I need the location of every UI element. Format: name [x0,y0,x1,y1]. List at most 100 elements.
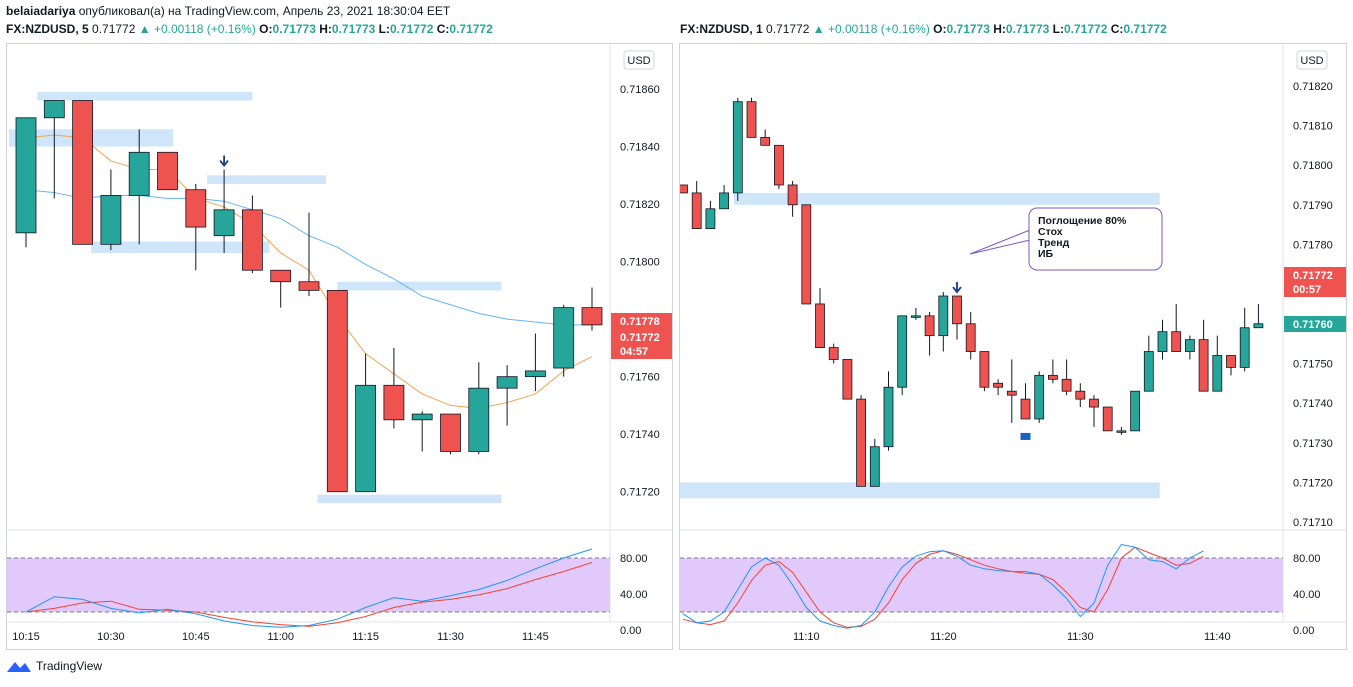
right-candle-body-12 [842,359,853,400]
right-chart-svg[interactable]: USD 0.71820 0.71810 0.71800 0.71790 0.71780 0.… [680,44,1346,649]
right-candle-body-32 [1116,430,1127,433]
left-osc-tick-2: 0.00 [620,625,641,637]
right-candle-body-24 [1006,390,1017,396]
right-candle-body-26 [1034,374,1045,420]
right-candle-body-20 [952,295,962,325]
right-candle-body-35 [1157,331,1168,352]
right-candle-body-28 [1061,378,1072,392]
right-candle-body-14 [869,446,880,487]
left-change: ▲ +0.00118 (+0.16%) [138,22,256,36]
left-candle-body-5 [157,151,178,191]
right-candle-body-21 [965,323,976,352]
left-osc-band [7,558,610,612]
annotation-pointer [969,229,1031,255]
tradingview-footer[interactable]: TradingView [6,659,102,673]
left-candle-body-1 [43,100,65,119]
left-x-tick-5: 11:30 [437,631,464,643]
right-y-tick-0: 0.71820 [1293,81,1333,93]
left-h-label: H: [319,22,332,36]
left-y-tick-4: 0.71760 [620,372,660,384]
right-o-value: 0.71773 [946,22,990,36]
left-chart-panel[interactable]: USD 0.71860 0.71840 0.71820 0.71800 0.71760 0.… [6,43,673,650]
left-price-label-box-1 [611,329,672,345]
right-o-label: O: [933,22,947,36]
right-candle-body-13 [856,398,867,487]
left-zone-2 [207,175,326,184]
left-osc-tick-1: 40.00 [620,589,648,601]
right-osc-tick-0: 80.00 [1293,553,1321,565]
left-y-tick-2: 0.71820 [620,199,660,211]
right-candle-body-18 [924,315,935,337]
right-y-tick-8: 0.71720 [1293,477,1333,489]
right-candle-body-31 [1102,406,1113,432]
left-stoch-d-line [25,562,593,627]
left-c-label: C: [436,22,450,36]
right-price-label-0: 0.71772 [1293,270,1333,282]
right-last: 0.71772 [766,22,810,36]
right-candle-body-25 [1020,398,1031,420]
left-candle-body-19 [553,307,575,369]
tradingview-brand: TradingView [36,659,103,673]
right-osc-tick-2: 0.00 [1293,625,1314,637]
right-currency-box [1296,50,1328,70]
right-candle-body-23 [993,382,1004,388]
right-symbol: FX:NZDUSD, 1 [680,22,763,36]
left-chart-svg[interactable]: USD 0.71860 0.71840 0.71820 0.71800 0.71760 0.… [7,44,672,649]
annotation-line-3: ИБ [1038,248,1054,260]
left-candle-body-11 [326,289,348,493]
left-x-tick-4: 11:15 [352,631,379,643]
left-osc-tick-0: 80.00 [620,553,648,565]
right-y-tick-2: 0.71800 [1293,160,1333,172]
right-candle-body-8 [787,184,798,206]
left-y-tick-6: 0.71720 [620,487,660,499]
right-candle-body-37 [1184,339,1195,352]
right-currency-label: USD [1300,55,1323,67]
right-candle-body-42 [1253,323,1264,329]
right-x-tick-0: 11:10 [793,631,820,643]
right-candle-body-38 [1198,339,1209,392]
author-name[interactable]: belaiadariya [6,4,76,18]
right-candle-body-40 [1226,355,1236,368]
right-price-label-box-2 [1284,316,1346,332]
left-o-label: O: [259,22,273,36]
right-x-tick-1: 11:20 [930,631,957,643]
annotation-line-1: Стох [1038,226,1063,238]
right-flag-icon [1020,432,1031,440]
right-zone-1 [680,482,1160,499]
left-l-label: L: [378,22,390,36]
publish-line: belaiadariya опубликовал(а) на TradingVi… [6,4,450,18]
left-y-tick-3: 0.71800 [620,257,660,269]
right-candle-body-7 [774,144,784,186]
right-candle-body-34 [1143,351,1154,392]
right-x-tick-3: 11:40 [1204,631,1231,643]
right-candle-body-27 [1047,374,1058,380]
right-candle-body-15 [883,386,894,448]
left-candle-body-13 [383,384,405,421]
right-candle-body-11 [828,347,839,360]
left-stoch-k-line [25,548,593,628]
left-candle-body-14 [411,413,433,421]
right-x-tick-2: 11:30 [1067,631,1094,643]
right-chart-panel[interactable]: USD 0.71820 0.71810 0.71800 0.71790 0.71780 0.… [679,43,1347,650]
right-c-value: 0.71772 [1123,22,1167,36]
left-y-tick-5: 0.71740 [620,429,660,441]
right-candle-body-33 [1130,390,1141,432]
right-price-label-box-1 [1284,281,1346,297]
tradingview-logo-icon [7,662,31,672]
left-zone-5 [317,494,502,504]
right-candle-body-5 [746,101,757,138]
left-candle-body-7 [213,209,235,237]
right-y-tick-3: 0.71790 [1293,200,1333,212]
left-y-tick-1: 0.71840 [620,142,660,154]
left-candle-body-18 [525,370,546,378]
left-h-value: 0.71773 [331,22,376,36]
left-candle-body-16 [468,387,490,452]
annotation-line-0: Поглощение 80% [1038,215,1127,227]
right-candle-body-41 [1239,327,1250,368]
annotation-line-2: Тренд [1038,237,1070,249]
left-price-label-box-2 [611,343,672,359]
left-symbol-line: FX:NZDUSD, 5 0.71772 ▲ +0.00118 (+0.16%)… [6,22,493,36]
left-candle-body-2 [72,100,93,245]
left-candle-body-20 [581,307,603,326]
right-candle-body-29 [1075,390,1086,400]
